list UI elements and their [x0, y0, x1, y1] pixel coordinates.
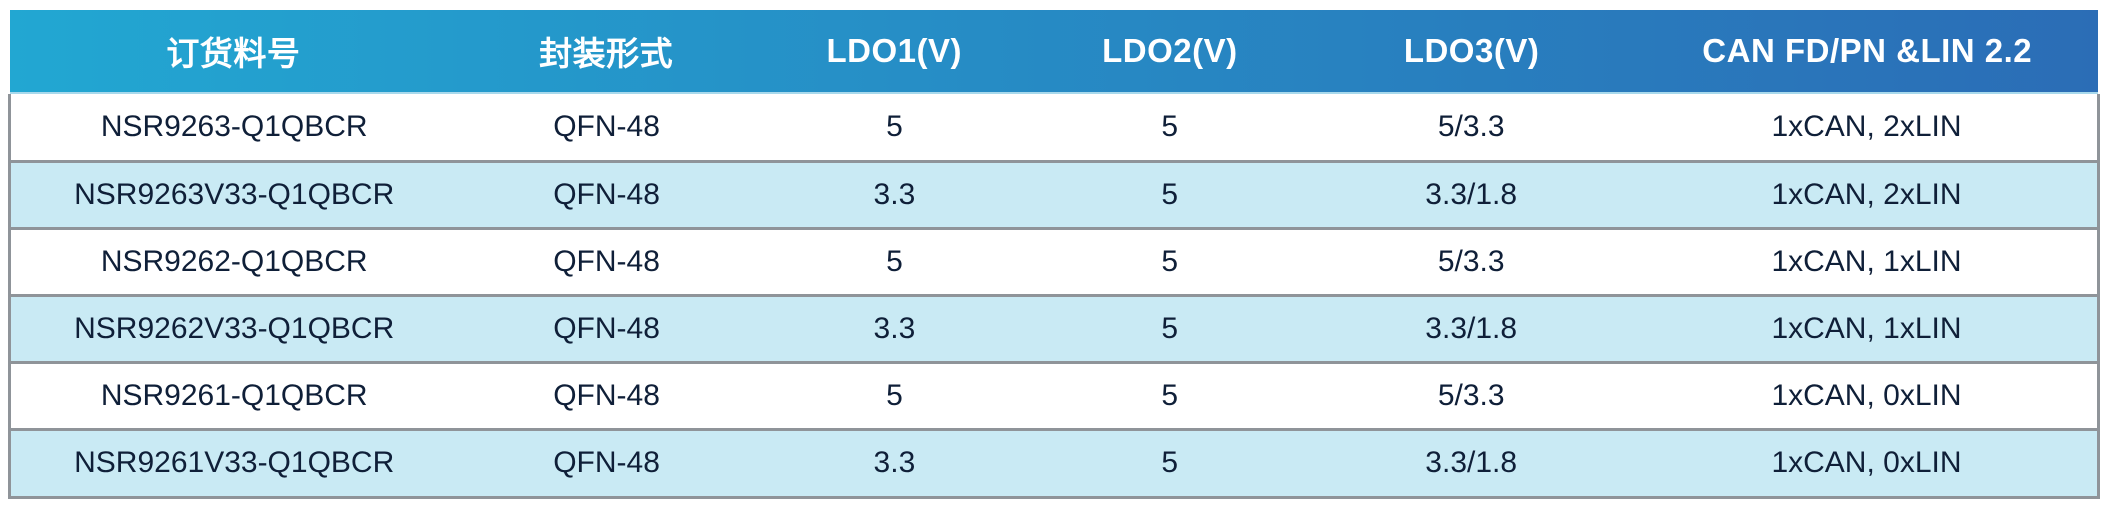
cell-ldo2: 5 [1161, 311, 1179, 345]
column-header-ldo3: LDO3(V) [1403, 32, 1540, 69]
cell-ldo1: 5 [886, 378, 903, 412]
cell-package: QFN-48 [553, 109, 660, 143]
cell-ldo1: 3.3 [873, 311, 916, 345]
cell-ldo3: 3.3/1.8 [1425, 177, 1518, 211]
cell-ldo3: 5/3.3 [1437, 378, 1505, 412]
column-header-ldo2: LDO2(V) [1102, 32, 1238, 69]
table-row: NSR9262V33-Q1QBCR QFN-48 3.3 5 3.3/1.8 1… [11, 295, 2097, 362]
column-header-package: 封装形式 [539, 35, 674, 72]
cell-ldo1: 3.3 [873, 177, 916, 211]
cell-part-number: NSR9261-Q1QBCR [100, 378, 368, 412]
cell-can-lin: 1xCAN, 0xLIN [1771, 446, 1962, 480]
ordering-info-table: 订货料号 封装形式 LDO1(V) LDO2(V) LDO3(V) CAN FD… [8, 10, 2100, 499]
cell-ldo1: 5 [886, 109, 903, 143]
cell-package: QFN-48 [553, 177, 660, 211]
cell-package: QFN-48 [553, 244, 660, 278]
cell-part-number: NSR9262V33-Q1QBCR [74, 311, 395, 345]
cell-part-number: NSR9262-Q1QBCR [100, 244, 368, 278]
table-row: NSR9263-Q1QBCR QFN-48 5 5 5/3.3 1xCAN, 2… [11, 94, 2097, 161]
cell-part-number: NSR9263V33-Q1QBCR [74, 177, 395, 211]
table-row: NSR9262-Q1QBCR QFN-48 5 5 5/3.3 1xCAN, 1… [11, 228, 2097, 295]
table-row: NSR9261-Q1QBCR QFN-48 5 5 5/3.3 1xCAN, 0… [11, 362, 2097, 429]
cell-part-number: NSR9261V33-Q1QBCR [74, 446, 395, 480]
cell-ldo2: 5 [1161, 446, 1179, 480]
cell-package: QFN-48 [553, 378, 660, 412]
cell-part-number: NSR9263-Q1QBCR [100, 109, 368, 143]
cell-can-lin: 1xCAN, 2xLIN [1771, 109, 1962, 143]
cell-ldo1: 5 [886, 244, 903, 278]
cell-ldo2: 5 [1161, 177, 1179, 211]
table-header-row: 订货料号 封装形式 LDO1(V) LDO2(V) LDO3(V) CAN FD… [10, 10, 2098, 94]
cell-can-lin: 1xCAN, 2xLIN [1771, 177, 1962, 211]
cell-ldo1: 3.3 [873, 446, 916, 480]
cell-can-lin: 1xCAN, 1xLIN [1771, 244, 1962, 278]
table-body: NSR9263-Q1QBCR QFN-48 5 5 5/3.3 1xCAN, 2… [8, 94, 2100, 499]
cell-ldo3: 3.3/1.8 [1425, 446, 1518, 480]
column-header-ldo1: LDO1(V) [826, 32, 962, 69]
cell-ldo2: 5 [1161, 244, 1179, 278]
cell-package: QFN-48 [553, 311, 660, 345]
table-row: NSR9261V33-Q1QBCR QFN-48 3.3 5 3.3/1.8 1… [11, 429, 2097, 496]
cell-ldo2: 5 [1161, 109, 1179, 143]
cell-ldo3: 5/3.3 [1437, 109, 1505, 143]
table-row: NSR9263V33-Q1QBCR QFN-48 3.3 5 3.3/1.8 1… [11, 161, 2097, 228]
cell-can-lin: 1xCAN, 1xLIN [1771, 311, 1962, 345]
cell-ldo3: 3.3/1.8 [1425, 311, 1518, 345]
column-header-part-number: 订货料号 [166, 35, 301, 72]
cell-package: QFN-48 [553, 446, 660, 480]
column-header-can-lin: CAN FD/PN &LIN 2.2 [1702, 32, 2033, 69]
cell-ldo2: 5 [1161, 378, 1179, 412]
cell-can-lin: 1xCAN, 0xLIN [1771, 378, 1962, 412]
cell-ldo3: 5/3.3 [1437, 244, 1505, 278]
